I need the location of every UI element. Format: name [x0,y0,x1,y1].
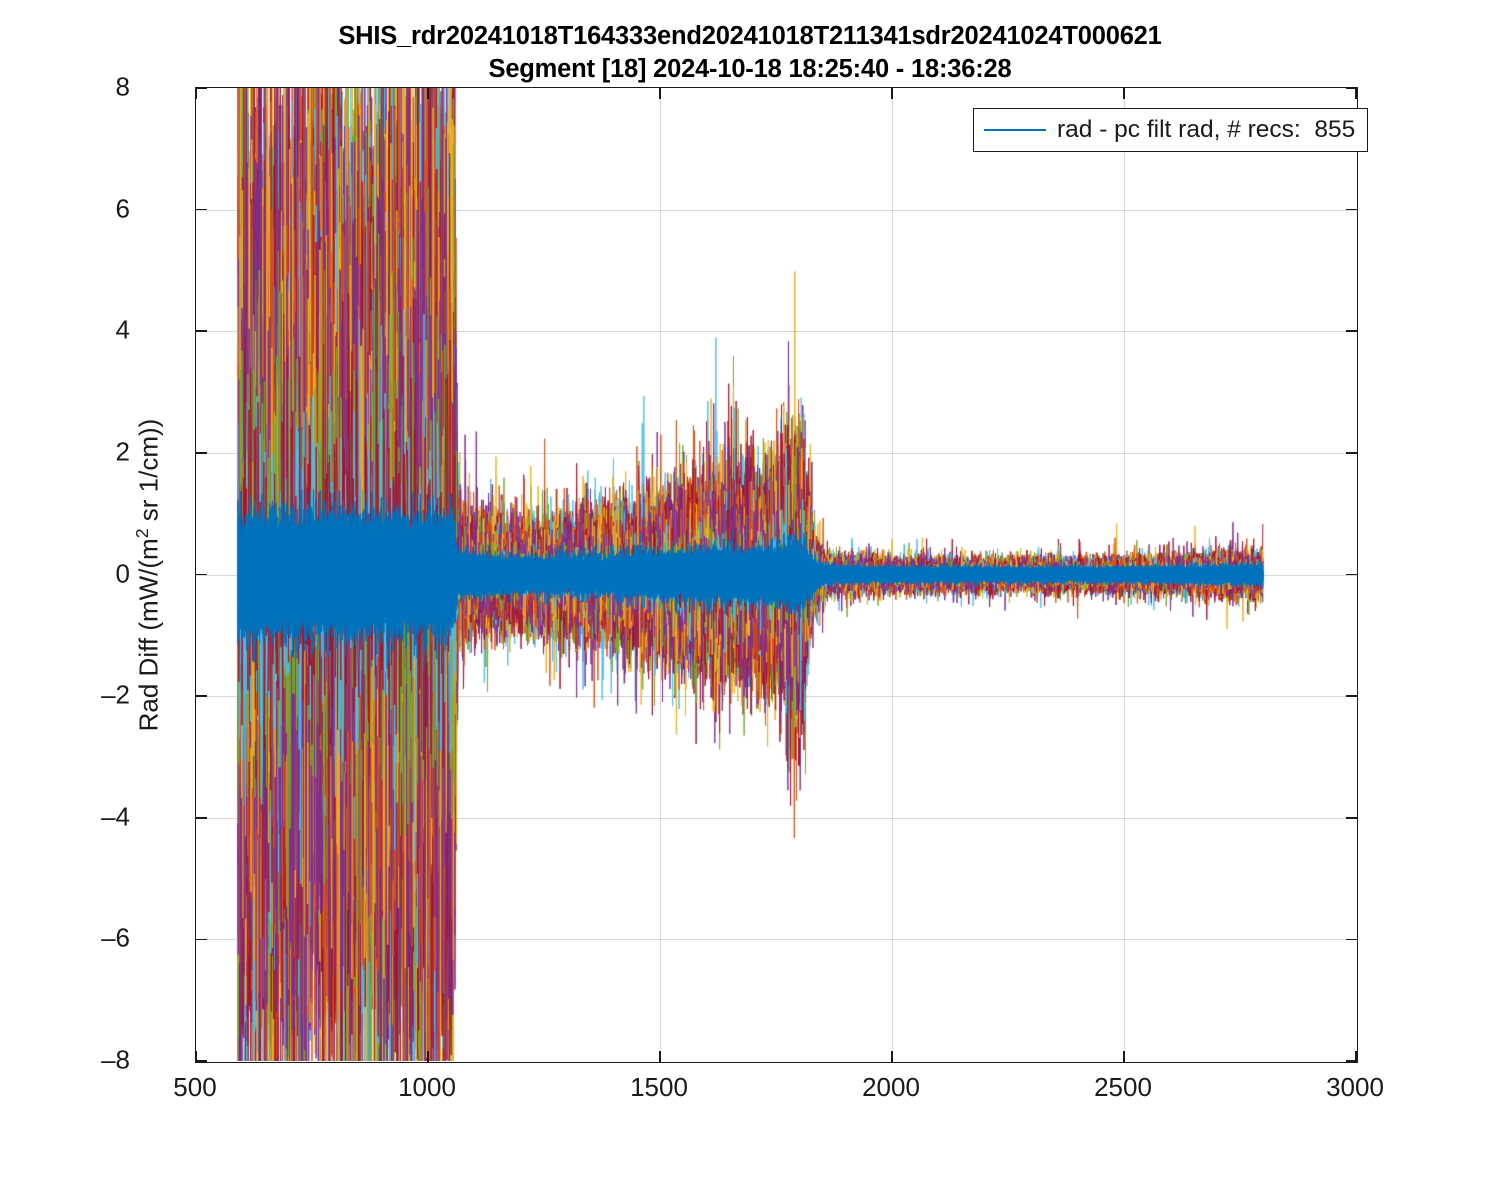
y-tick-label: –4 [101,801,130,832]
x-axis-tick [891,88,893,99]
data-series-canvas [196,88,1356,1061]
y-axis-tick [1346,938,1357,941]
y-axis-tick [1346,88,1357,89]
x-axis-tick [1355,88,1357,99]
y-axis-title-paren: ) [133,418,164,428]
y-tick-label: –8 [101,1044,130,1075]
y-axis-title-exponent: 2 [132,528,152,539]
y-axis-tick [196,573,207,576]
y-tick-label: 2 [115,436,130,467]
y-axis-title: Rad Diff (mW/(m2 sr 1/cm)) [132,87,165,1063]
x-axis-tick [427,1051,429,1062]
y-axis-tick [1346,695,1357,697]
x-tick-label: 2500 [1094,1072,1152,1102]
x-axis-tick [659,88,661,99]
y-axis-tick [196,452,207,454]
title-line-2: Segment [18] 2024-10-18 18:25:40 - 18:36… [488,54,1012,83]
x-tick-label: 1000 [398,1072,456,1102]
legend[interactable]: rad - pc filt rad, # recs: 855 [973,108,1369,152]
x-axis-tick [427,88,429,99]
legend-label: rad - pc filt rad, # recs: 855 [1057,116,1356,143]
y-axis-tick [1346,208,1357,211]
y-axis-tick [1346,452,1357,454]
y-axis-tick [196,816,207,819]
y-axis-tick [1346,1060,1357,1062]
y-axis-tick [196,88,207,89]
y-tick-label: 0 [115,558,130,588]
x-tick-label: 500 [173,1072,217,1102]
y-tick-label: –6 [101,922,130,953]
x-tick-label: 1500 [630,1072,688,1102]
legend-line-sample [984,129,1046,131]
x-axis-tick [196,1051,197,1062]
x-tick-label: 2000 [862,1072,920,1102]
y-axis-tick [196,208,207,211]
y-tick-label: –2 [101,679,130,710]
y-axis-tick [1346,573,1357,576]
x-axis-tick [1123,1051,1125,1062]
page-title: SHIS_rdr20241018T164333end20241018T21134… [0,20,1500,85]
y-axis-tick [1346,330,1357,333]
y-axis-tick [196,695,207,697]
y-axis-tick [1346,816,1357,819]
y-tick-label: 4 [115,314,130,345]
y-axis-tick [196,330,207,333]
x-axis-tick [196,88,197,99]
x-axis-tick [891,1051,893,1062]
plot-axes [195,87,1358,1063]
y-axis-tick [196,1060,207,1062]
x-tick-label: 3000 [1326,1072,1384,1102]
title-line-1: SHIS_rdr20241018T164333end20241018T21134… [338,22,1162,50]
y-tick-label: 6 [115,193,130,224]
x-axis-tick [659,1051,661,1062]
x-axis-tick [1355,1051,1357,1062]
y-axis-title-head: Rad Diff (mW/(m [133,538,164,732]
y-axis-tick [196,938,207,941]
x-axis-tick [1123,88,1125,99]
y-tick-label: 8 [115,71,130,102]
y-axis-title-tail: sr 1/cm) [133,427,164,529]
